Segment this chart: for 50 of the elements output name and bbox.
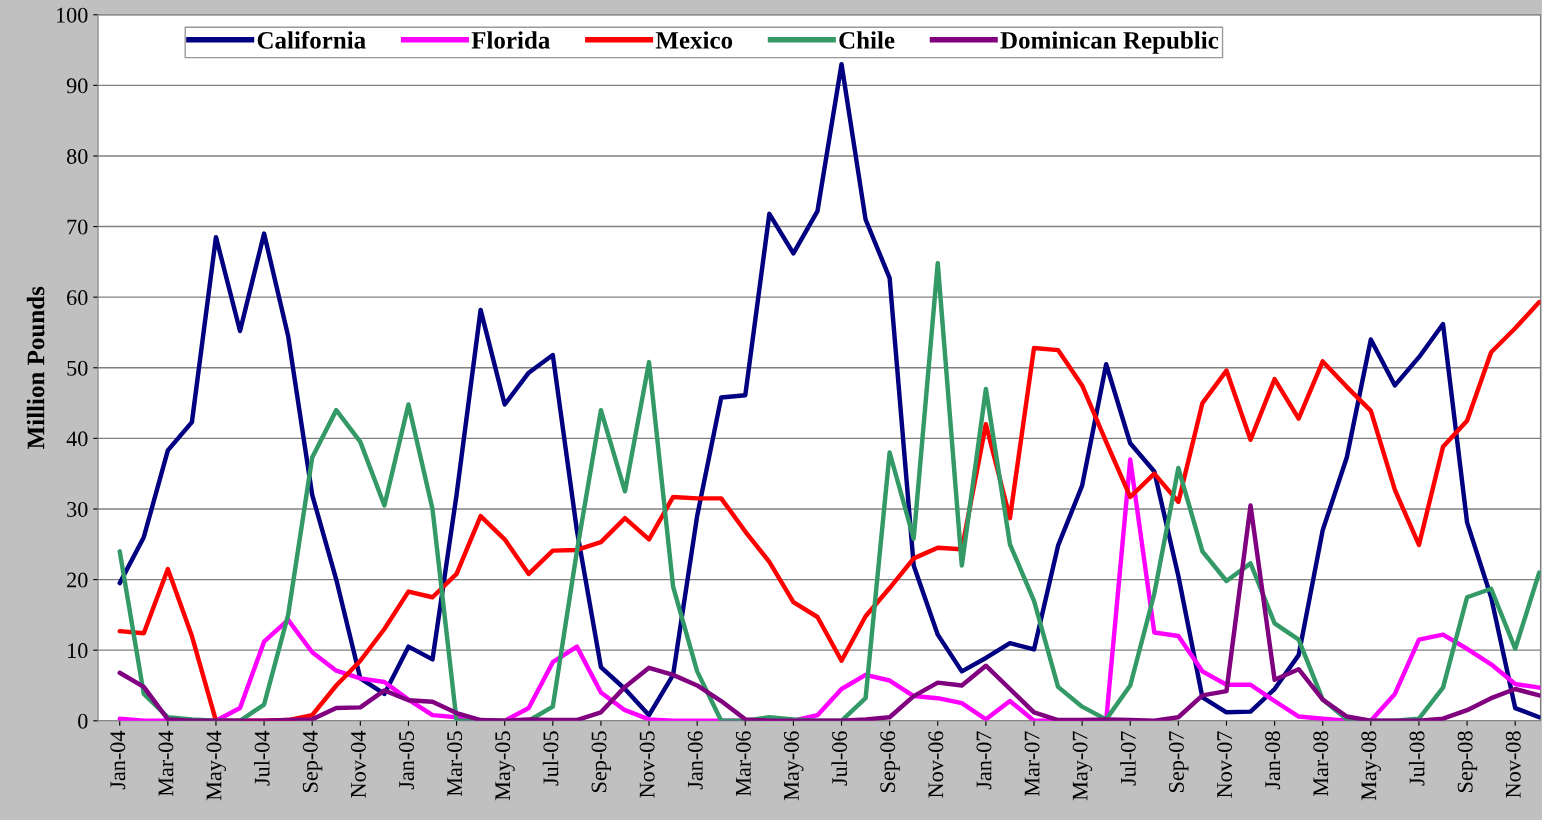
x-tick-label: Jul-08 xyxy=(1408,731,1425,786)
x-tick-label: Nov-08 xyxy=(1505,731,1521,798)
x-tick-label: May-08 xyxy=(1361,731,1381,801)
y-tick-label: 100 xyxy=(56,7,88,23)
y-tick-label: 30 xyxy=(67,501,88,517)
x-tick-label: Mar-04 xyxy=(158,730,174,797)
x-tick-label: Sep-08 xyxy=(1457,731,1478,792)
x-tick-label: Nov-06 xyxy=(928,731,944,798)
x-tick-label: Jan-08 xyxy=(1265,731,1281,790)
y-tick-label: 80 xyxy=(66,148,88,164)
line-series xyxy=(117,61,1541,720)
x-tick-label: Jul-04 xyxy=(254,730,270,786)
x-tick-label: Sep-05 xyxy=(591,731,611,792)
x-tick-label: Jul-07 xyxy=(1120,731,1136,786)
x-tick-label: Sep-07 xyxy=(1168,731,1189,792)
x-tick-label: Mar-05 xyxy=(447,731,463,797)
x-tick-label: Mar-06 xyxy=(735,731,751,797)
x-tick-label: May-05 xyxy=(495,731,515,801)
legend-label: Dominican Republic xyxy=(1000,31,1219,54)
x-tick-label: May-04 xyxy=(206,730,227,801)
legend-label: Florida xyxy=(471,31,550,49)
x-tick-label: Jan-06 xyxy=(687,731,703,790)
x-tick-label: Nov-05 xyxy=(639,731,655,798)
x-tick-label: Nov-07 xyxy=(1217,731,1233,798)
x-tick-label: Jan-05 xyxy=(399,731,415,790)
y-tick-label: 20 xyxy=(67,572,88,588)
x-tick-label: Jul-06 xyxy=(831,731,848,786)
line-series xyxy=(117,503,1541,721)
legend-label: Chile xyxy=(839,31,895,49)
y-tick-label: 50 xyxy=(67,360,88,376)
x-tick-label: Jul-05 xyxy=(542,731,559,786)
x-tick-label: Sep-06 xyxy=(880,731,900,792)
legend-label: California xyxy=(257,30,366,49)
line-series xyxy=(117,457,1541,721)
y-tick-label: 10 xyxy=(68,643,88,659)
legend-label: Mexico xyxy=(655,31,733,49)
x-tick-label: May-06 xyxy=(783,731,804,801)
y-axis-title: Million Pounds xyxy=(26,286,45,449)
x-tick-label: May-07 xyxy=(1072,731,1093,801)
y-tick-label: 60 xyxy=(67,290,88,306)
x-tick-label: Mar-07 xyxy=(1024,731,1040,797)
y-tick-label: 70 xyxy=(67,219,88,235)
x-tick-label: Nov-04 xyxy=(350,730,366,798)
y-tick-label: 40 xyxy=(66,431,88,447)
x-tick-label: Sep-04 xyxy=(302,730,323,792)
x-tick-label: Jan-07 xyxy=(976,731,992,790)
x-tick-label: Mar-08 xyxy=(1313,731,1329,797)
x-tick-label: Jan-04 xyxy=(110,730,126,790)
y-tick-label: 90 xyxy=(66,78,88,94)
y-tick-label: 0 xyxy=(78,713,88,729)
